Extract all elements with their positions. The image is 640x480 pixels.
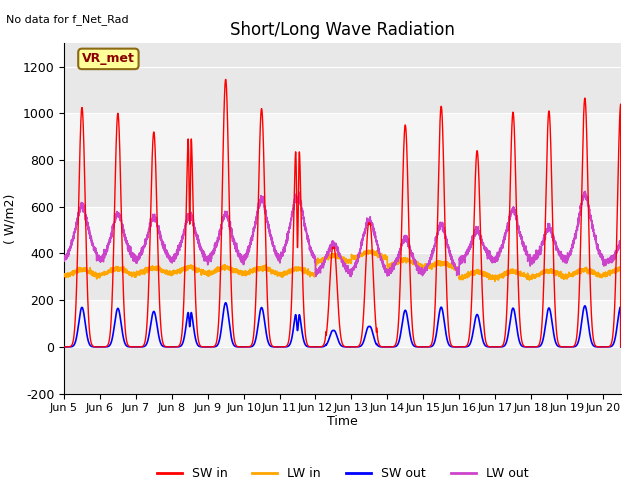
Bar <box>64 67 621 113</box>
Y-axis label: ( W/m2): ( W/m2) <box>4 193 17 243</box>
Title: Short/Long Wave Radiation: Short/Long Wave Radiation <box>230 21 455 39</box>
Bar <box>64 253 621 300</box>
Bar <box>64 113 621 160</box>
X-axis label: Time: Time <box>327 415 358 428</box>
Text: No data for f_Net_Rad: No data for f_Net_Rad <box>6 14 129 25</box>
Text: VR_met: VR_met <box>82 52 135 65</box>
Bar <box>64 207 621 253</box>
Bar <box>64 347 621 394</box>
Legend: SW in, LW in, SW out, LW out: SW in, LW in, SW out, LW out <box>152 462 533 480</box>
Bar <box>64 160 621 207</box>
Bar <box>64 300 621 347</box>
